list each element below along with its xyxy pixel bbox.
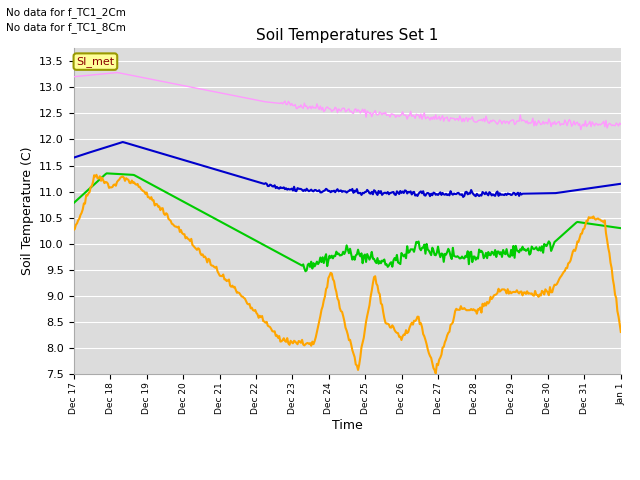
Y-axis label: Soil Temperature (C): Soil Temperature (C): [20, 147, 33, 276]
Title: Soil Temperatures Set 1: Soil Temperatures Set 1: [256, 28, 438, 43]
Text: SI_met: SI_met: [76, 56, 115, 67]
Text: No data for f_TC1_8Cm: No data for f_TC1_8Cm: [6, 22, 126, 33]
Text: No data for f_TC1_2Cm: No data for f_TC1_2Cm: [6, 7, 126, 18]
X-axis label: Time: Time: [332, 420, 363, 432]
